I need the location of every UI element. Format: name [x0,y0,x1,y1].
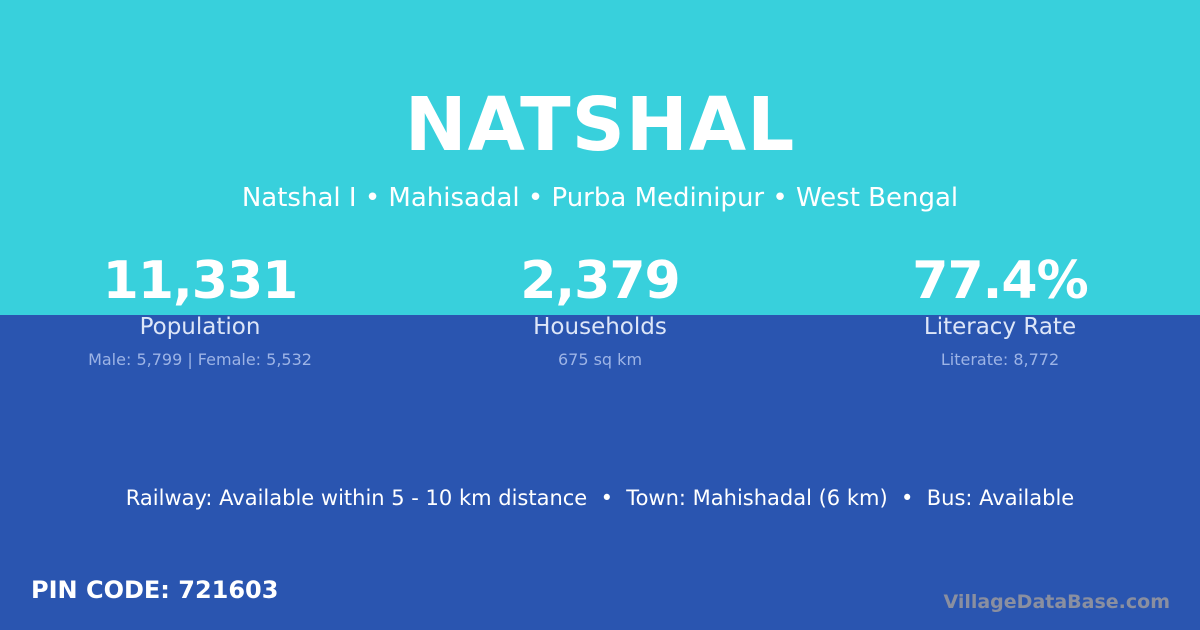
stat-label: Population [139,314,261,340]
stat-value: 11,331 [102,251,299,311]
header-band [0,0,1200,315]
stat-population: 11,331 Population Male: 5,799 | Female: … [0,250,400,369]
pin-code: PIN CODE: 721603 [31,576,279,604]
stat-detail: Literate: 8,772 [940,350,1060,369]
stat-literacy: 77.4% Literacy Rate Literate: 8,772 [800,250,1200,369]
location-breadcrumb: Natshal I • Mahisadal • Purba Medinipur … [241,183,959,213]
stat-detail: 675 sq km [557,350,643,369]
stat-label: Households [533,314,667,340]
village-title: NATSHAL [404,82,796,168]
brand-watermark: VillageDataBase.com [943,591,1170,613]
stat-households: 2,379 Households 675 sq km [400,250,800,369]
stat-value: 2,379 [520,251,680,311]
stat-value: 77.4% [912,251,1088,311]
stat-detail: Male: 5,799 | Female: 5,532 [88,350,312,369]
body-band [0,315,1200,630]
stat-label: Literacy Rate [923,314,1077,340]
connectivity-facts: Railway: Available within 5 - 10 km dist… [125,486,1075,510]
